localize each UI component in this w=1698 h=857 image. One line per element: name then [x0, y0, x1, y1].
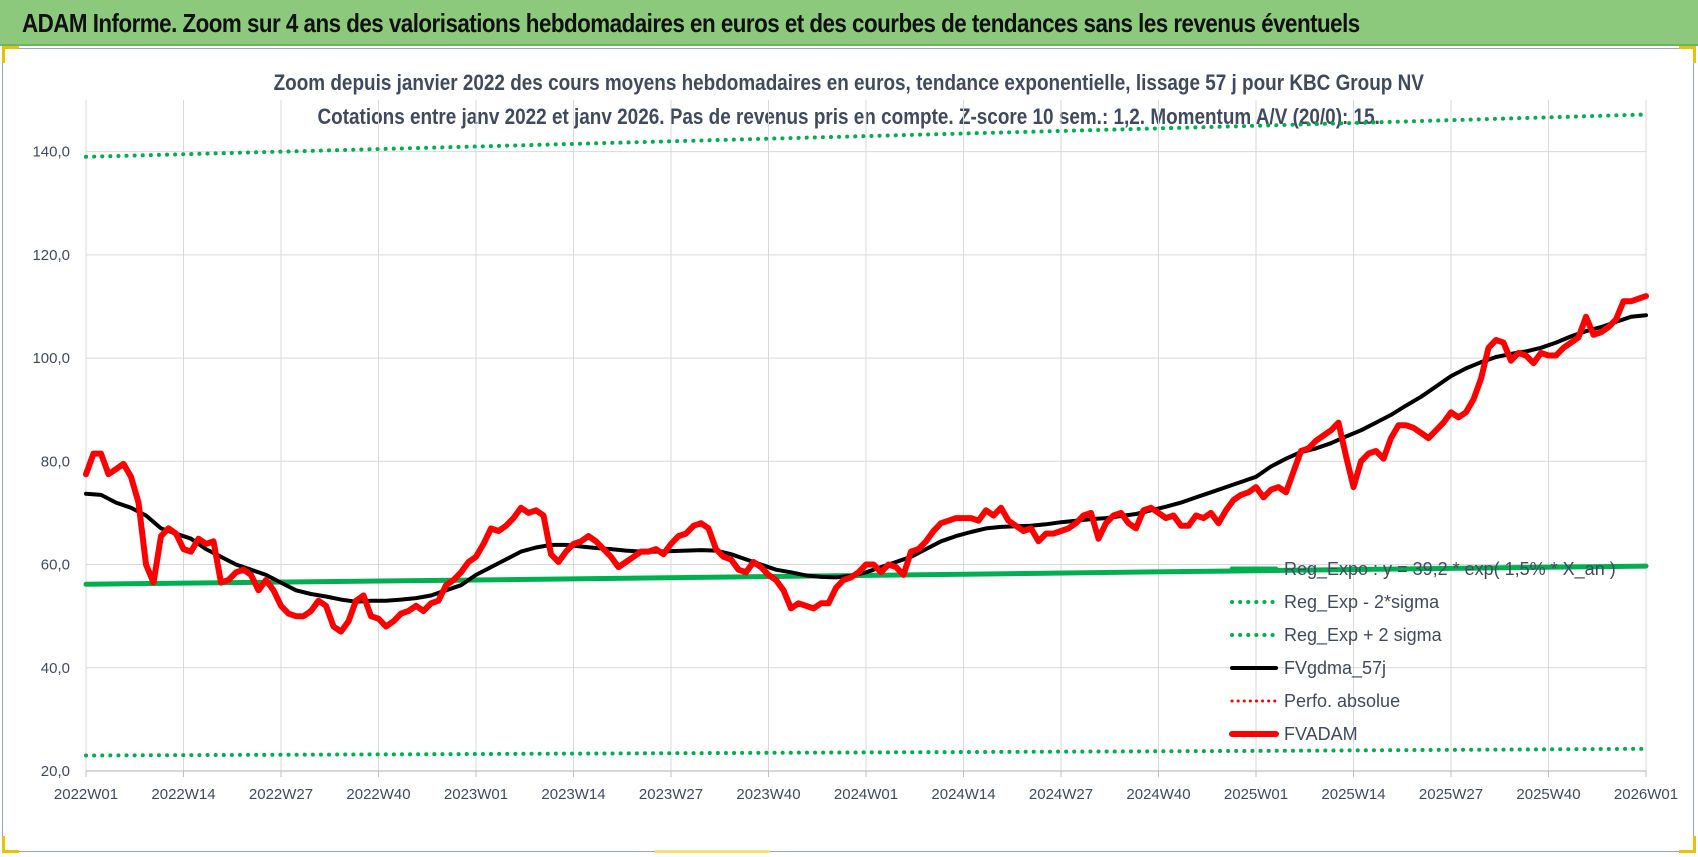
legend-label: Reg_Exp - 2*sigma — [1284, 592, 1440, 613]
x-tick-label: 2022W01 — [54, 786, 118, 803]
x-tick-label: 2025W40 — [1516, 786, 1580, 803]
legend-label: FVADAM — [1284, 724, 1358, 744]
x-tick-label: 2022W27 — [249, 786, 313, 803]
x-tick-label: 2023W40 — [736, 786, 800, 803]
y-tick-label: 120,0 — [32, 247, 70, 264]
y-tick-label: 100,0 — [32, 350, 70, 367]
x-tick-label: 2024W14 — [931, 786, 995, 803]
legend: Reg_Expo : y = 39,2 * exp( 1,5% * X_an )… — [1229, 559, 1616, 744]
series-line-2 — [84, 112, 1648, 159]
x-tick-label: 2024W27 — [1029, 786, 1093, 803]
series-line-5 — [83, 293, 1649, 635]
page-title: ADAM Informe. Zoom sur 4 ans des valoris… — [22, 8, 1360, 38]
selection-handle-bottom-right[interactable] — [1679, 836, 1696, 853]
selection-handle-top-left[interactable] — [2, 46, 19, 63]
x-tick-label: 2025W01 — [1224, 786, 1288, 803]
grid-layer — [85, 100, 1647, 772]
axis-layer: 20,0 40,0 60,0 80,0 100,0 120,0 140,0 2022W01 20… — [32, 144, 1678, 803]
chart-frame — [2, 48, 1694, 852]
x-tick-label: 2022W40 — [346, 786, 410, 803]
x-tick-label: 2026W01 — [1614, 786, 1678, 803]
legend-label: Reg_Expo : y = 39,2 * exp( 1,5% * X_an ) — [1284, 559, 1616, 580]
series-layer — [83, 112, 1649, 758]
selection-handle-bottom-left[interactable] — [2, 836, 19, 853]
x-tick-label: 2024W01 — [834, 786, 898, 803]
y-tick-label: 140,0 — [32, 144, 70, 161]
y-tick-label: 20,0 — [41, 763, 70, 780]
y-tick-label: 40,0 — [41, 660, 70, 677]
y-tick-label: 60,0 — [41, 557, 70, 574]
chart-subtitle: Cotations entre janv 2022 et janv 2026. … — [317, 104, 1381, 129]
x-tick-label: 2025W27 — [1419, 786, 1483, 803]
x-tick-label: 2023W14 — [541, 786, 605, 803]
x-tick-label: 2023W27 — [639, 786, 703, 803]
series-line-1 — [84, 746, 1648, 758]
x-tick-label: 2024W40 — [1126, 786, 1190, 803]
selection-handle-top-right[interactable] — [1679, 46, 1696, 63]
series-line-0 — [83, 563, 1649, 587]
title-banner: ADAM Informe. Zoom sur 4 ans des valoris… — [0, 0, 1698, 46]
chart-title: Zoom depuis janvier 2022 des cours moyen… — [273, 70, 1425, 95]
y-tick-label: 80,0 — [41, 453, 70, 470]
x-tick-label: 2025W14 — [1321, 786, 1385, 803]
legend-label: Reg_Exp + 2 sigma — [1284, 625, 1443, 646]
x-tick-label: 2022W14 — [151, 786, 215, 803]
legend-label: Perfo. absolue — [1284, 691, 1400, 711]
series-line-3 — [84, 313, 1648, 604]
x-tick-label: 2023W01 — [444, 786, 508, 803]
selection-handle-bottom[interactable] — [655, 850, 770, 853]
legend-label: FVgdma_57j — [1284, 658, 1386, 679]
